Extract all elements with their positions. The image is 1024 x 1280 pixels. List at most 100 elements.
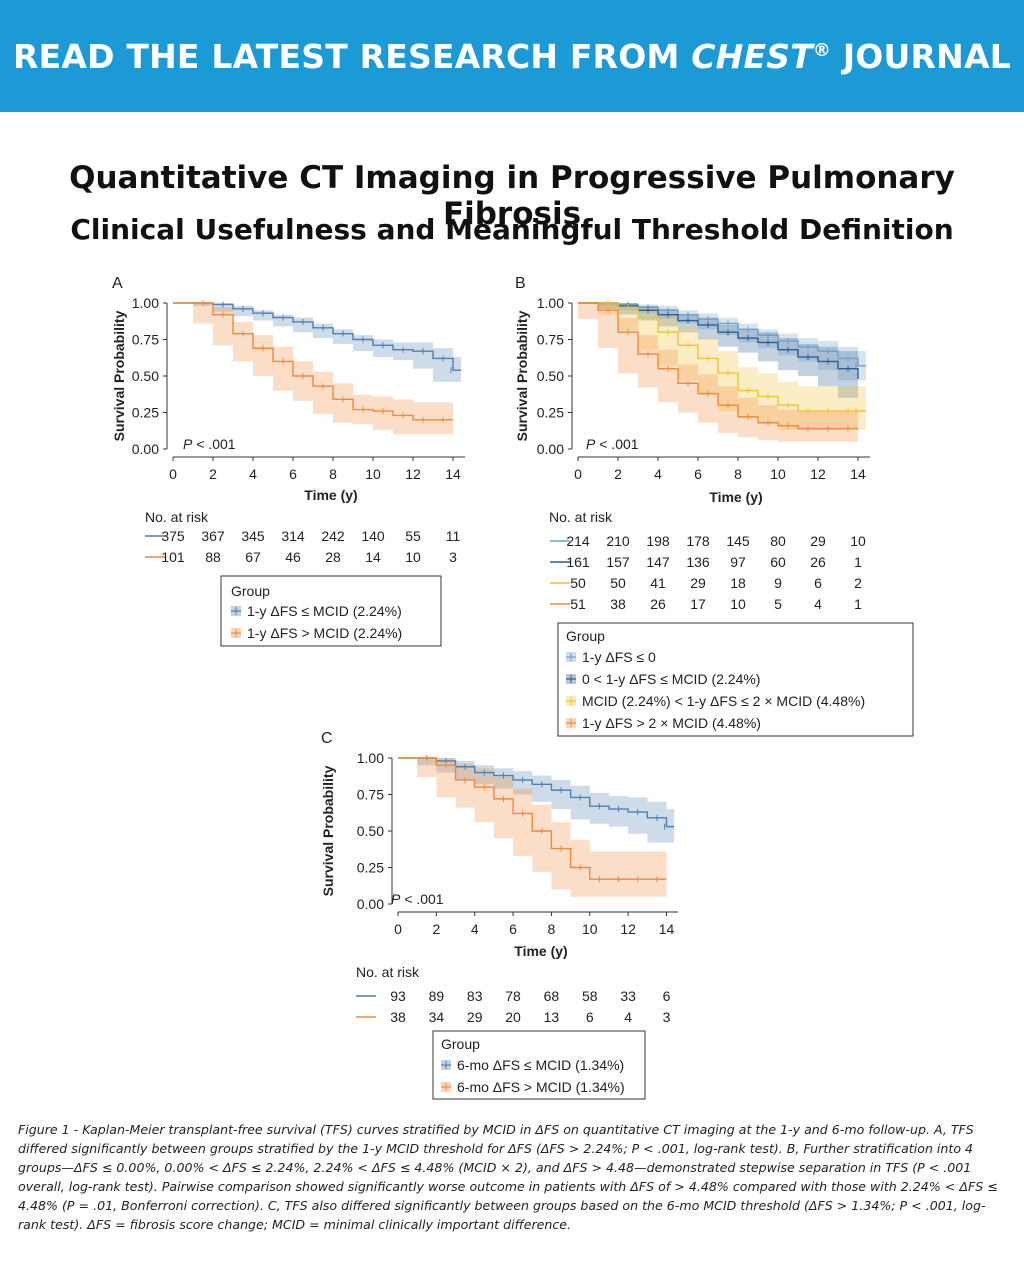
risk-count: 80 bbox=[770, 533, 786, 549]
x-tick-label: 0 bbox=[574, 466, 582, 482]
risk-count: 9 bbox=[774, 575, 782, 591]
risk-count: 367 bbox=[201, 528, 225, 544]
y-tick-label: 0.75 bbox=[357, 787, 384, 803]
ci-band-4 bbox=[578, 303, 858, 442]
legend-title: Group bbox=[566, 628, 605, 644]
y-axis-label: Survival Probability bbox=[111, 310, 127, 441]
risk-count: 198 bbox=[646, 533, 670, 549]
panel-b: B 0.000.250.500.751.00 0 2 4 6 8 10 12 14 Time … bbox=[514, 275, 914, 737]
risk-count: 50 bbox=[610, 575, 626, 591]
y-tick-label: 0.25 bbox=[357, 860, 384, 876]
x-tick-label: 2 bbox=[432, 921, 440, 937]
risk-count: 178 bbox=[686, 533, 710, 549]
risk-count: 5 bbox=[774, 596, 782, 612]
survival-curve-1 bbox=[173, 302, 461, 371]
risk-count: 6 bbox=[814, 575, 822, 591]
risk-count: 242 bbox=[321, 528, 345, 544]
x-tick-label: 6 bbox=[509, 921, 517, 937]
risk-count: 145 bbox=[726, 533, 750, 549]
x-tick-label: 8 bbox=[329, 466, 337, 482]
y-axis-label: Survival Probability bbox=[320, 765, 336, 896]
legend-entry: 6-mo ΔFS ≤ MCID (1.34%) bbox=[457, 1057, 624, 1073]
risk-count: 210 bbox=[606, 533, 630, 549]
risk-count: 214 bbox=[566, 533, 590, 549]
x-tick-label: 4 bbox=[249, 466, 257, 482]
y-tick-label: 0.00 bbox=[537, 441, 564, 457]
risk-count: 55 bbox=[405, 528, 421, 544]
risk-count: 29 bbox=[810, 533, 826, 549]
risk-count: 28 bbox=[325, 549, 341, 565]
risk-count: 1 bbox=[854, 596, 862, 612]
x-tick-label: 2 bbox=[209, 466, 217, 482]
legend-entry: 0 < 1-y ΔFS ≤ MCID (2.24%) bbox=[582, 671, 760, 687]
risk-count: 33 bbox=[620, 988, 636, 1004]
banner-text: READ THE LATEST RESEARCH FROM CHEST® JOU… bbox=[13, 36, 1011, 76]
y-axis-label: Survival Probability bbox=[514, 310, 530, 441]
x-tick-label: 14 bbox=[659, 921, 675, 937]
journal-banner: READ THE LATEST RESEARCH FROM CHEST® JOU… bbox=[0, 0, 1024, 112]
x-tick-label: 10 bbox=[770, 466, 786, 482]
legend-entry: 6-mo ΔFS > MCID (1.34%) bbox=[457, 1079, 625, 1095]
y-tick-label: 1.00 bbox=[537, 295, 564, 311]
risk-count: 10 bbox=[405, 549, 421, 565]
x-tick-label: 14 bbox=[445, 466, 461, 482]
risk-count: 2 bbox=[854, 575, 862, 591]
risk-count: 147 bbox=[646, 554, 670, 570]
risk-count: 83 bbox=[467, 988, 483, 1004]
y-tick-label: 0.00 bbox=[132, 441, 159, 457]
risk-count: 20 bbox=[505, 1009, 521, 1025]
legend-entry: 1-y ΔFS ≤ MCID (2.24%) bbox=[247, 603, 402, 619]
risk-count: 29 bbox=[690, 575, 706, 591]
x-axis-label: Time (y) bbox=[514, 943, 567, 959]
x-tick-label: 10 bbox=[365, 466, 381, 482]
legend-title: Group bbox=[441, 1036, 480, 1052]
risk-count: 50 bbox=[570, 575, 586, 591]
risk-table-title: No. at risk bbox=[356, 964, 420, 980]
x-tick-label: 6 bbox=[694, 466, 702, 482]
risk-count: 14 bbox=[365, 549, 381, 565]
risk-count: 58 bbox=[582, 988, 598, 1004]
risk-count: 4 bbox=[814, 596, 822, 612]
page-title: Quantitative CT Imaging in Progressive P… bbox=[69, 160, 955, 232]
legend-box bbox=[220, 575, 442, 647]
risk-count: 3 bbox=[663, 1009, 671, 1025]
risk-count: 157 bbox=[606, 554, 630, 570]
risk-count: 68 bbox=[544, 988, 560, 1004]
risk-count: 6 bbox=[663, 988, 671, 1004]
p-value: P < .001 bbox=[586, 436, 639, 452]
risk-count: 3 bbox=[449, 549, 457, 565]
figure-caption: Figure 1 - Kaplan-Meier transplant-free … bbox=[18, 1122, 998, 1232]
ci-band-1 bbox=[578, 303, 866, 381]
risk-count: 13 bbox=[544, 1009, 560, 1025]
x-tick-label: 0 bbox=[394, 921, 402, 937]
banner-registered-mark: ® bbox=[812, 39, 832, 61]
risk-count: 140 bbox=[361, 528, 385, 544]
page-subtitle: Clinical Usefulness and Meaningful Thres… bbox=[70, 213, 954, 246]
y-tick-label: 0.75 bbox=[132, 332, 159, 348]
risk-count: 161 bbox=[566, 554, 590, 570]
panel-c-label: C bbox=[321, 730, 333, 747]
y-tick-label: 0.00 bbox=[357, 896, 384, 912]
panel-b-label: B bbox=[515, 275, 526, 292]
y-tick-label: 1.00 bbox=[132, 295, 159, 311]
risk-count: 6 bbox=[586, 1009, 594, 1025]
risk-count: 18 bbox=[730, 575, 746, 591]
risk-count: 89 bbox=[429, 988, 445, 1004]
banner-brand: CHEST bbox=[691, 36, 813, 76]
risk-count: 38 bbox=[610, 596, 626, 612]
ci-band-1 bbox=[398, 758, 675, 843]
risk-count: 60 bbox=[770, 554, 786, 570]
legend-entry: 1-y ΔFS > 2 × MCID (4.48%) bbox=[582, 715, 761, 731]
risk-count: 10 bbox=[730, 596, 746, 612]
risk-count: 51 bbox=[570, 596, 586, 612]
x-tick-label: 4 bbox=[471, 921, 479, 937]
legend-title: Group bbox=[231, 583, 270, 599]
survival-curve-3 bbox=[578, 302, 866, 412]
risk-count: 93 bbox=[390, 988, 406, 1004]
risk-count: 4 bbox=[624, 1009, 632, 1025]
x-axis-label: Time (y) bbox=[304, 487, 357, 503]
risk-count: 10 bbox=[850, 533, 866, 549]
legend-box bbox=[557, 622, 914, 737]
panel-a: A 0.000.250.500.751.00 0 2 4 6 8 10 12 14 Time … bbox=[111, 275, 465, 647]
legend-box bbox=[432, 1030, 646, 1100]
